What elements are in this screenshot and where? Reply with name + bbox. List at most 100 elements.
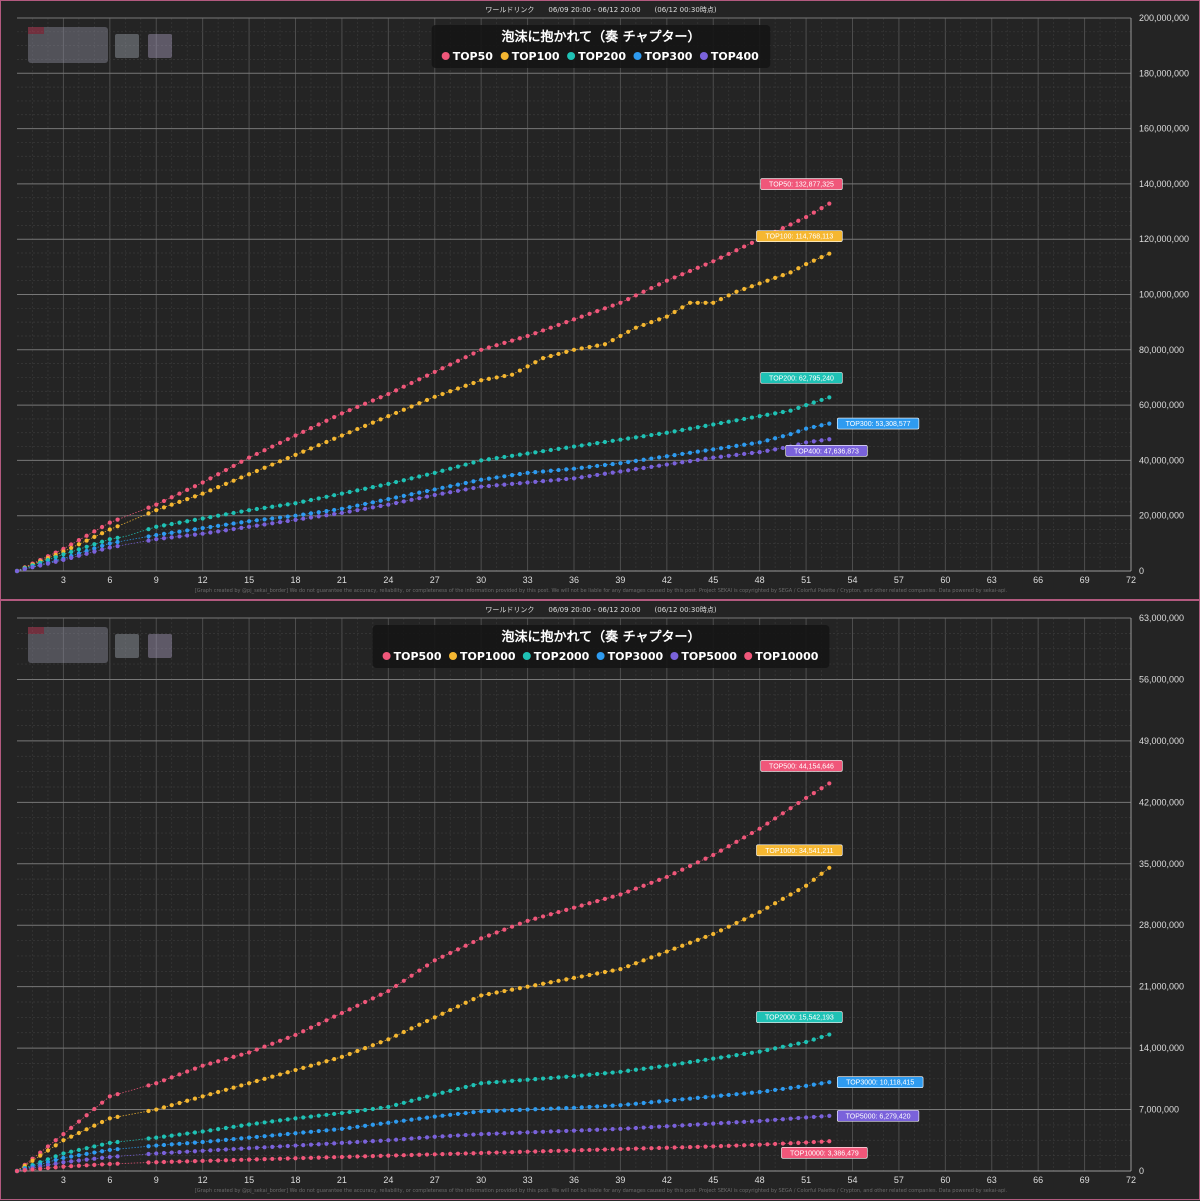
data-point bbox=[99, 1155, 105, 1160]
data-point bbox=[61, 1160, 66, 1165]
data-point bbox=[811, 210, 816, 215]
data-point bbox=[656, 1064, 662, 1069]
data-point bbox=[641, 1125, 646, 1130]
data-point bbox=[216, 1127, 221, 1132]
x-tick-label: 18 bbox=[290, 1175, 300, 1185]
data-point bbox=[417, 377, 422, 382]
y-tick-label: 28,000,000 bbox=[1139, 920, 1184, 930]
data-point bbox=[146, 1136, 151, 1141]
data-point bbox=[718, 928, 724, 933]
data-point bbox=[107, 1154, 112, 1160]
data-point bbox=[540, 355, 546, 361]
data-point bbox=[53, 1138, 58, 1143]
data-point bbox=[107, 1094, 112, 1099]
data-point bbox=[262, 1134, 267, 1139]
data-point bbox=[548, 980, 553, 985]
end-label-box bbox=[836, 417, 920, 430]
data-point bbox=[448, 1007, 453, 1013]
data-point bbox=[208, 1092, 213, 1097]
data-point bbox=[517, 921, 522, 926]
data-point bbox=[757, 281, 762, 286]
legend-label: TOP300 bbox=[645, 50, 693, 63]
x-tick-label: 15 bbox=[244, 575, 254, 585]
data-point bbox=[548, 325, 553, 330]
x-tick-label: 69 bbox=[1080, 1175, 1090, 1185]
data-point bbox=[92, 1106, 97, 1112]
data-point bbox=[726, 844, 731, 849]
data-point bbox=[718, 1055, 724, 1060]
data-point bbox=[30, 1167, 35, 1172]
data-point bbox=[672, 946, 677, 951]
data-point bbox=[401, 478, 406, 483]
data-point bbox=[540, 469, 546, 474]
data-point bbox=[703, 423, 708, 428]
data-point bbox=[687, 863, 693, 869]
data-point bbox=[618, 967, 623, 972]
data-point bbox=[185, 519, 190, 524]
series-top50 bbox=[14, 201, 832, 574]
data-point bbox=[401, 499, 406, 504]
data-point bbox=[92, 534, 97, 539]
data-point bbox=[432, 1134, 437, 1139]
data-point bbox=[92, 1123, 97, 1128]
data-point bbox=[602, 1127, 608, 1132]
data-point bbox=[486, 933, 492, 938]
data-point bbox=[231, 526, 236, 532]
data-point bbox=[687, 1144, 693, 1150]
data-point bbox=[517, 1149, 522, 1155]
data-point bbox=[231, 1137, 236, 1142]
data-point bbox=[672, 1097, 677, 1103]
x-tick-label: 57 bbox=[894, 1175, 904, 1185]
data-point bbox=[510, 453, 515, 458]
data-point bbox=[293, 1143, 298, 1148]
data-point bbox=[626, 889, 631, 894]
data-point bbox=[61, 552, 66, 557]
data-point bbox=[618, 1126, 623, 1131]
data-point bbox=[656, 1099, 662, 1104]
legend-marker bbox=[596, 652, 605, 660]
data-point bbox=[92, 549, 97, 554]
data-point bbox=[53, 1157, 58, 1163]
data-point bbox=[525, 918, 530, 923]
data-point bbox=[324, 1141, 329, 1146]
data-point bbox=[656, 282, 662, 287]
data-point bbox=[757, 909, 762, 915]
data-point bbox=[378, 992, 383, 997]
data-point bbox=[161, 1150, 167, 1156]
data-point bbox=[277, 1132, 283, 1137]
data-point bbox=[154, 502, 159, 507]
data-point bbox=[494, 1079, 499, 1085]
data-point bbox=[564, 1128, 569, 1134]
data-point bbox=[571, 1128, 577, 1133]
data-point bbox=[641, 457, 646, 462]
legend-item-top200: TOP200 bbox=[567, 50, 626, 63]
data-point bbox=[432, 492, 437, 498]
data-point bbox=[370, 1043, 375, 1048]
data-point bbox=[69, 1164, 74, 1169]
data-point bbox=[355, 503, 360, 508]
data-point bbox=[185, 1141, 190, 1146]
data-point bbox=[486, 1131, 492, 1136]
data-point bbox=[177, 1141, 182, 1146]
data-point bbox=[69, 1134, 74, 1139]
data-point bbox=[788, 1141, 793, 1146]
data-point bbox=[161, 498, 167, 504]
data-point bbox=[633, 961, 638, 966]
data-point bbox=[301, 1029, 306, 1034]
data-point bbox=[239, 1157, 244, 1162]
chart-header: ワールドリンク 06/09 20:00 - 06/12 20:00 (06/12… bbox=[485, 606, 716, 614]
end-label-top300: TOP300: 53,308,577 bbox=[836, 417, 920, 430]
data-point bbox=[796, 1084, 801, 1089]
data-point bbox=[486, 1080, 492, 1085]
data-point bbox=[417, 968, 422, 973]
data-point bbox=[417, 1116, 422, 1121]
data-point bbox=[417, 490, 422, 495]
data-point bbox=[618, 1103, 623, 1108]
data-point bbox=[308, 1063, 314, 1068]
data-point bbox=[448, 490, 453, 495]
data-point bbox=[424, 494, 430, 499]
x-tick-label: 27 bbox=[430, 1175, 440, 1185]
legend-item-top400: TOP400 bbox=[699, 50, 759, 63]
data-point bbox=[161, 536, 167, 541]
data-point bbox=[339, 1010, 345, 1016]
